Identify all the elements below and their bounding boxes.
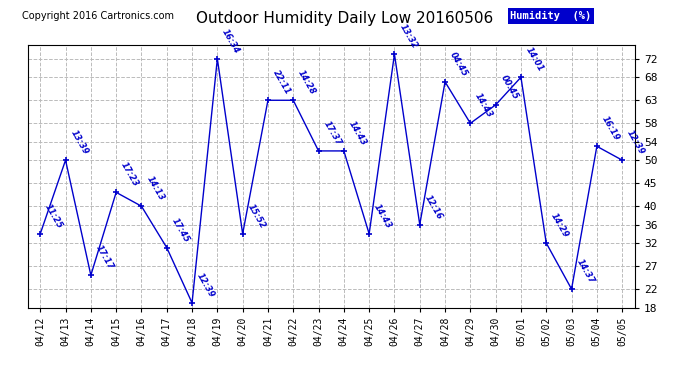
Text: 12:39: 12:39 — [195, 272, 217, 299]
Text: Outdoor Humidity Daily Low 20160506: Outdoor Humidity Daily Low 20160506 — [197, 11, 493, 26]
Text: 14:37: 14:37 — [575, 258, 596, 285]
Text: 14:28: 14:28 — [296, 69, 317, 97]
Text: Copyright 2016 Cartronics.com: Copyright 2016 Cartronics.com — [21, 11, 173, 21]
Text: 17:37: 17:37 — [322, 120, 343, 147]
Text: 16:34: 16:34 — [220, 27, 242, 55]
Text: 12:16: 12:16 — [423, 193, 444, 221]
Text: 17:23: 17:23 — [119, 161, 141, 189]
Text: 14:13: 14:13 — [144, 175, 166, 202]
Text: 00:45: 00:45 — [499, 74, 520, 101]
Text: 13:39: 13:39 — [68, 129, 90, 156]
Text: 14:29: 14:29 — [549, 211, 571, 239]
Text: 14:43: 14:43 — [473, 92, 495, 120]
Text: Humidity  (%): Humidity (%) — [511, 11, 591, 21]
Text: 15:52: 15:52 — [246, 202, 267, 230]
Text: 17:17: 17:17 — [94, 244, 115, 272]
Text: 14:43: 14:43 — [372, 202, 393, 230]
Text: 16:19: 16:19 — [600, 115, 621, 142]
Text: 22:11: 22:11 — [271, 69, 293, 97]
Text: 04:45: 04:45 — [448, 50, 469, 78]
Text: 12:39: 12:39 — [625, 129, 647, 156]
Text: 14:01: 14:01 — [524, 46, 545, 74]
Text: 14:43: 14:43 — [347, 120, 368, 147]
Text: 17:45: 17:45 — [170, 216, 191, 244]
Text: 11:25: 11:25 — [43, 202, 65, 230]
Text: 13:32: 13:32 — [397, 23, 419, 51]
